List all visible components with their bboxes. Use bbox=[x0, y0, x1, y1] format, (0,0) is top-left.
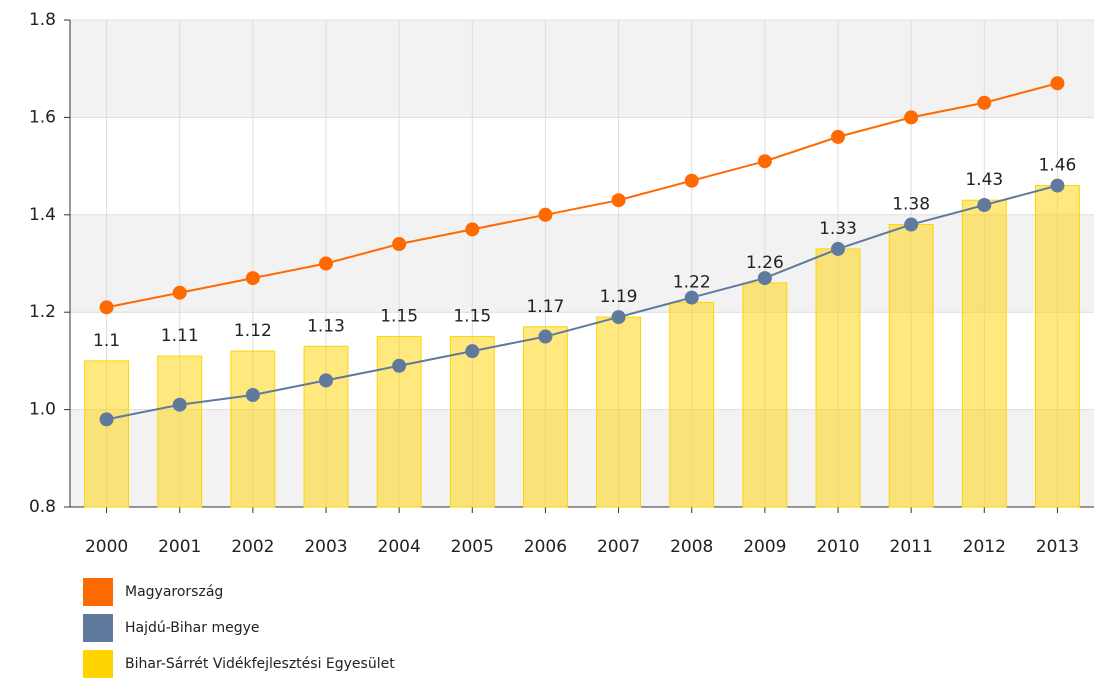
y-tick-label: 1.2 bbox=[29, 302, 56, 322]
data-label: 1.15 bbox=[380, 307, 418, 327]
bar bbox=[303, 345, 349, 508]
point bbox=[904, 110, 919, 125]
point bbox=[319, 256, 333, 271]
point bbox=[245, 271, 260, 286]
x-tick-label: 2013 bbox=[1036, 537, 1079, 557]
point bbox=[684, 290, 699, 305]
bar bbox=[84, 360, 130, 508]
point bbox=[684, 173, 699, 188]
data-label: 1.11 bbox=[161, 326, 199, 346]
data-label: 1.15 bbox=[453, 307, 491, 327]
plot-band bbox=[70, 20, 1094, 118]
data-label: 1.43 bbox=[965, 170, 1003, 190]
bar bbox=[522, 326, 568, 508]
legend-label: Bihar-Sárrét Vidékfejlesztési Egyesület bbox=[125, 656, 395, 672]
point bbox=[538, 207, 553, 222]
plot-band bbox=[70, 214, 1094, 313]
bar bbox=[596, 316, 642, 508]
x-tick-label: 2003 bbox=[304, 537, 347, 557]
x-tick-label: 2011 bbox=[890, 537, 933, 557]
point bbox=[392, 358, 407, 373]
point bbox=[611, 193, 626, 208]
data-label: 1.26 bbox=[746, 253, 784, 273]
point bbox=[757, 271, 772, 286]
bar bbox=[1034, 185, 1080, 508]
x-tick-label: 2009 bbox=[743, 537, 786, 557]
bar bbox=[449, 336, 495, 508]
point bbox=[1050, 178, 1065, 193]
x-tick-label: 2012 bbox=[963, 537, 1006, 557]
x-tick-label: 2005 bbox=[451, 537, 494, 557]
bar bbox=[815, 248, 861, 508]
bar bbox=[157, 355, 203, 508]
data-label: 1.22 bbox=[673, 272, 711, 292]
data-label: 1.33 bbox=[819, 219, 857, 239]
point bbox=[392, 237, 407, 252]
legend-swatch bbox=[83, 578, 113, 606]
point bbox=[172, 397, 187, 412]
point bbox=[977, 95, 992, 110]
line bbox=[106, 184, 1058, 421]
data-label: 1.1 bbox=[93, 331, 120, 351]
data-label: 1.13 bbox=[307, 316, 345, 336]
bar bbox=[961, 199, 1007, 508]
x-tick-label: 2000 bbox=[85, 537, 128, 557]
y-tick-label: 1.6 bbox=[29, 107, 56, 127]
data-label: 1.17 bbox=[526, 297, 564, 317]
plot-band bbox=[70, 409, 1094, 507]
point bbox=[904, 217, 919, 232]
x-tick-label: 2001 bbox=[158, 537, 201, 557]
point bbox=[1050, 76, 1065, 91]
legend-swatch bbox=[83, 650, 113, 678]
point bbox=[319, 373, 333, 388]
point bbox=[465, 222, 480, 237]
data-label: 1.38 bbox=[892, 195, 930, 215]
y-tick-label: 1.8 bbox=[29, 10, 56, 30]
x-tick-label: 2010 bbox=[816, 537, 859, 557]
x-tick-label: 2002 bbox=[231, 537, 274, 557]
y-tick-label: 0.8 bbox=[29, 497, 56, 517]
x-tick-label: 2008 bbox=[670, 537, 713, 557]
y-tick-label: 1.4 bbox=[29, 205, 56, 225]
point bbox=[831, 129, 845, 144]
point bbox=[977, 198, 992, 213]
point bbox=[538, 329, 553, 344]
point bbox=[99, 300, 114, 315]
line bbox=[106, 82, 1058, 309]
legend-label: Hajdú-Bihar megye bbox=[125, 620, 260, 636]
data-label: 1.46 bbox=[1038, 156, 1076, 176]
bar bbox=[669, 301, 715, 508]
point bbox=[245, 387, 260, 402]
legend-label: Magyarország bbox=[125, 584, 223, 600]
data-label: 1.12 bbox=[234, 321, 272, 341]
x-tick-label: 2004 bbox=[378, 537, 421, 557]
point bbox=[99, 412, 114, 427]
point bbox=[611, 310, 626, 325]
bar bbox=[230, 350, 276, 508]
bar bbox=[742, 282, 788, 508]
point bbox=[831, 241, 845, 256]
bar bbox=[888, 224, 934, 508]
point bbox=[465, 344, 480, 359]
point bbox=[172, 285, 187, 300]
x-tick-label: 2006 bbox=[524, 537, 567, 557]
point bbox=[757, 154, 772, 169]
y-tick-label: 1.0 bbox=[29, 400, 56, 420]
legend-swatch bbox=[83, 614, 113, 642]
x-tick-label: 2007 bbox=[597, 537, 640, 557]
data-label: 1.19 bbox=[600, 287, 638, 307]
